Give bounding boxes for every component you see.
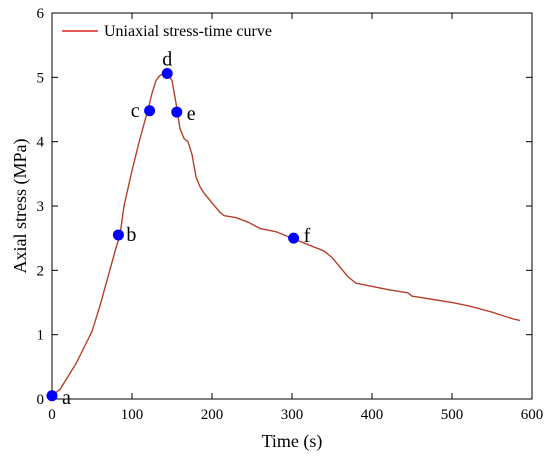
y-tick-label: 4: [37, 135, 45, 151]
x-tick-label: 500: [441, 407, 464, 423]
x-tick-label: 200: [201, 407, 224, 423]
point-label-c: c: [131, 100, 140, 122]
y-tick-label: 2: [37, 263, 45, 279]
marked-points: a b c d e f: [46, 48, 311, 409]
x-tick-label: 400: [361, 407, 384, 423]
point-marker-f: [288, 232, 300, 244]
point-label-f: f: [304, 225, 311, 247]
x-tick-label: 0: [48, 407, 56, 423]
y-tick-label: 0: [37, 392, 45, 408]
point-label-d: d: [162, 48, 172, 70]
point-marker-e: [171, 106, 183, 118]
x-tick-label: 300: [281, 407, 304, 423]
y-tick-label: 5: [37, 70, 45, 86]
point-marker-b: [112, 229, 124, 241]
point-label-b: b: [126, 224, 136, 246]
legend-label: Uniaxial stress-time curve: [104, 23, 272, 40]
y-tick-label: 1: [37, 328, 45, 344]
axis-ticks: 0 100 200 300 400 500 600 0 1 2 3 4 5 6: [37, 6, 544, 423]
point-marker-c: [144, 105, 156, 117]
point-marker-a: [46, 390, 58, 402]
y-axis-title: Axial stress (MPa): [10, 139, 31, 274]
point-label-e: e: [187, 103, 196, 125]
y-tick-label: 6: [37, 6, 45, 22]
x-tick-label: 600: [521, 407, 544, 423]
point-marker-d: [161, 67, 173, 79]
y-tick-label: 3: [37, 199, 45, 215]
x-axis-title: Time (s): [262, 431, 323, 452]
x-tick-label: 100: [121, 407, 144, 423]
legend: Uniaxial stress-time curve: [62, 23, 272, 40]
point-label-a: a: [62, 387, 71, 409]
